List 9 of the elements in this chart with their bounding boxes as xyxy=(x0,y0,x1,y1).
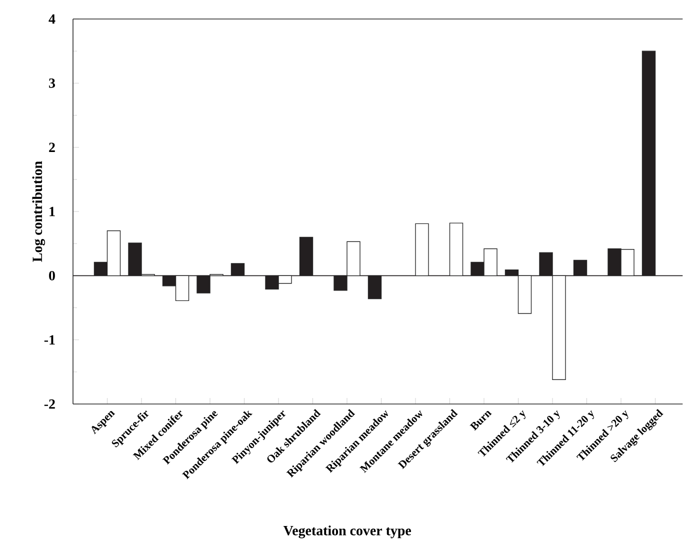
y-tick-label: 3 xyxy=(49,78,56,88)
y-tick-label: -2 xyxy=(44,399,55,409)
y-tick-label: 2 xyxy=(49,142,55,152)
y-axis-title: Log contribution xyxy=(32,161,46,262)
y-tick-label: 0 xyxy=(49,270,55,280)
y-tick-label: 1 xyxy=(50,206,55,216)
y-tick-label: 4 xyxy=(48,14,56,24)
y-tick-label: -1 xyxy=(44,335,55,344)
x-axis-title: Vegetation cover type xyxy=(283,526,412,538)
